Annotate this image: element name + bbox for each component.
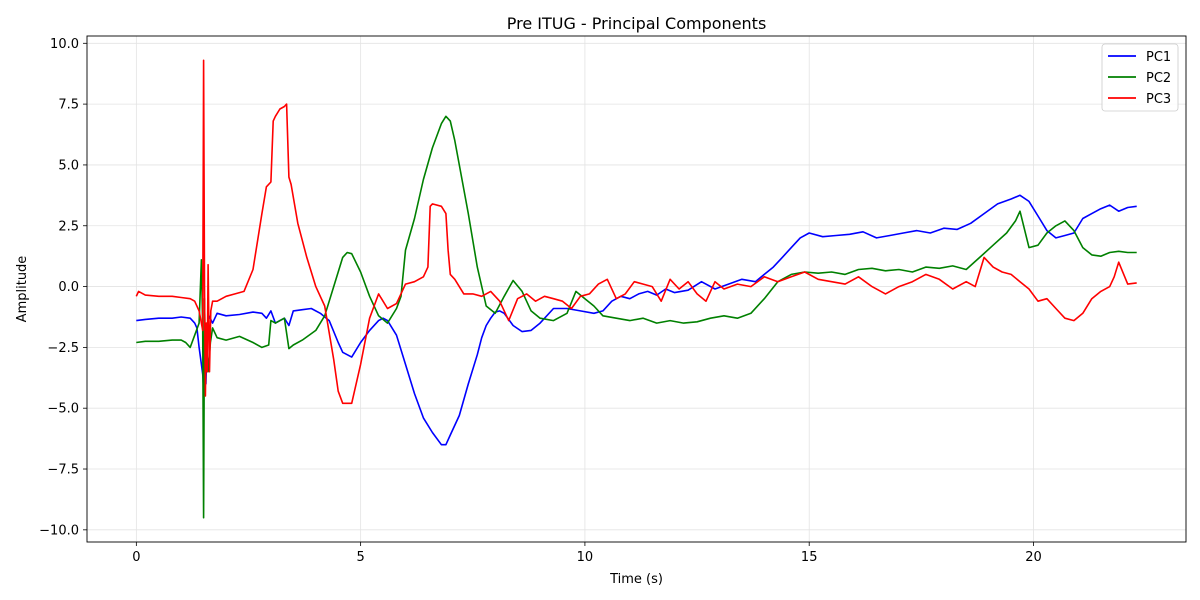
- legend-label-pc2: PC2: [1146, 71, 1171, 86]
- series-line-pc3: [135, 59, 1137, 405]
- legend: PC1 PC2 PC3: [1101, 43, 1179, 112]
- x-tick-label: 20: [1025, 550, 1042, 565]
- y-tick-label: 0.0: [58, 280, 79, 295]
- y-tick-label: −10.0: [39, 523, 79, 538]
- y-tick-label: 5.0: [58, 158, 79, 173]
- y-tick-label: 7.5: [58, 98, 79, 113]
- y-tick-label: 2.5: [58, 219, 79, 234]
- x-tick-label: 15: [801, 550, 818, 565]
- x-tick-label: 10: [577, 550, 594, 565]
- legend-label-pc3: PC3: [1146, 92, 1171, 107]
- x-tick-label: 0: [132, 550, 140, 565]
- y-axis-title: Amplitude: [15, 256, 30, 323]
- legend-frame: [1101, 43, 1179, 112]
- plot-frame: [86, 35, 1187, 543]
- y-tick-label: 10.0: [50, 37, 79, 52]
- tick-layer: 0 5 10 15 20 −10.0 −7.5 −5.0 −2.5 0.0 2.5 5.0 7.5 10.…: [39, 37, 1042, 565]
- legend-label-pc1: PC1: [1146, 50, 1171, 65]
- x-axis-title: Time (s): [609, 572, 663, 587]
- series-line-pc1: [136, 194, 1137, 446]
- y-tick-label: −2.5: [47, 341, 79, 356]
- series-line-pc2: [136, 115, 1137, 519]
- grid-layer: [87, 36, 1186, 542]
- y-tick-label: −5.0: [47, 402, 79, 417]
- series-layer: [135, 59, 1137, 519]
- chart-title: Pre ITUG - Principal Components: [507, 14, 767, 33]
- y-tick-label: −7.5: [47, 463, 79, 478]
- x-tick-label: 5: [356, 550, 364, 565]
